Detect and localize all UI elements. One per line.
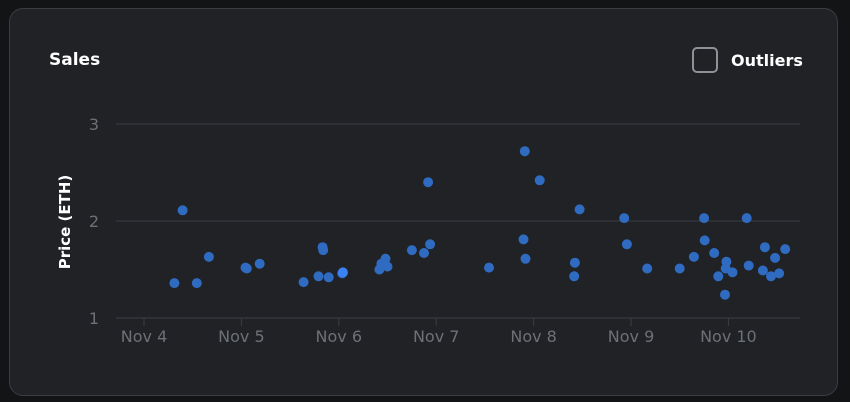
y-tick-label: 1 (89, 309, 99, 328)
scatter-point[interactable] (721, 256, 732, 267)
scatter-point[interactable] (619, 213, 630, 224)
scatter-point[interactable] (337, 267, 348, 278)
scatter-point[interactable] (780, 244, 791, 255)
scatter-point[interactable] (254, 258, 265, 269)
point-layer (169, 146, 791, 300)
x-tick-label: Nov 10 (700, 327, 757, 346)
scatter-point[interactable] (519, 146, 530, 157)
y-axis-label: Price (ETH) (56, 175, 74, 270)
scatter-point[interactable] (743, 260, 754, 271)
scatter-point[interactable] (774, 268, 785, 279)
scatter-point[interactable] (642, 263, 653, 274)
scatter-point[interactable] (169, 278, 180, 289)
scatter-point[interactable] (741, 213, 752, 224)
scatter-point[interactable] (425, 239, 436, 250)
scatter-point[interactable] (318, 245, 329, 256)
scatter-point[interactable] (298, 277, 309, 288)
scatter-point[interactable] (727, 267, 738, 278)
scatter-point[interactable] (569, 257, 580, 268)
scatter-point[interactable] (484, 262, 494, 273)
scatter-point[interactable] (423, 177, 434, 188)
scatter-point[interactable] (720, 289, 730, 300)
x-tick-layer: Nov 4 Nov 5 Nov 6 Nov 7 Nov 8 Nov 9 Nov 10 (121, 318, 757, 346)
scatter-point[interactable] (766, 271, 776, 282)
scatter-point[interactable] (699, 213, 710, 224)
y-tick-layer: 1 2 3 (89, 115, 99, 328)
scatter-point[interactable] (569, 271, 580, 282)
scatter-point[interactable] (713, 271, 724, 282)
outliers-toggle[interactable]: Outliers (692, 47, 803, 73)
outliers-checkbox[interactable] (692, 47, 718, 73)
scatter-point[interactable] (621, 239, 632, 250)
scatter-point[interactable] (313, 271, 324, 282)
scatter-point[interactable] (323, 272, 334, 283)
x-tick-label: Nov 5 (218, 327, 265, 346)
scatter-point[interactable] (574, 204, 585, 215)
scatter-point[interactable] (688, 251, 699, 262)
scatter-point[interactable] (757, 265, 768, 276)
x-tick-label: Nov 4 (121, 327, 168, 346)
scatter-point[interactable] (177, 205, 188, 216)
scatter-point[interactable] (534, 175, 545, 186)
x-tick-label: Nov 6 (316, 327, 363, 346)
scatter-point[interactable] (520, 253, 531, 264)
scatter-point[interactable] (380, 253, 391, 264)
scatter-point[interactable] (770, 252, 781, 263)
scatter-point[interactable] (674, 263, 685, 274)
scatter-point[interactable] (191, 278, 202, 289)
scatter-point[interactable] (203, 251, 214, 262)
scatter-point[interactable] (699, 235, 710, 246)
scatter-point[interactable] (419, 248, 429, 258)
scatter-point[interactable] (382, 261, 393, 272)
x-tick-label: Nov 7 (413, 327, 460, 346)
y-tick-label: 3 (89, 115, 99, 134)
scatter-point[interactable] (406, 245, 417, 256)
x-tick-label: Nov 8 (510, 327, 557, 346)
scatter-point[interactable] (709, 248, 720, 258)
outliers-label: Outliers (731, 50, 803, 70)
scatter-point[interactable] (518, 234, 529, 245)
card-title: Sales (49, 50, 101, 70)
y-tick-label: 2 (89, 212, 99, 231)
x-tick-label: Nov 9 (608, 327, 655, 346)
grid-layer (116, 123, 800, 319)
scatter-point[interactable] (759, 242, 770, 253)
scatter-point[interactable] (241, 263, 252, 274)
